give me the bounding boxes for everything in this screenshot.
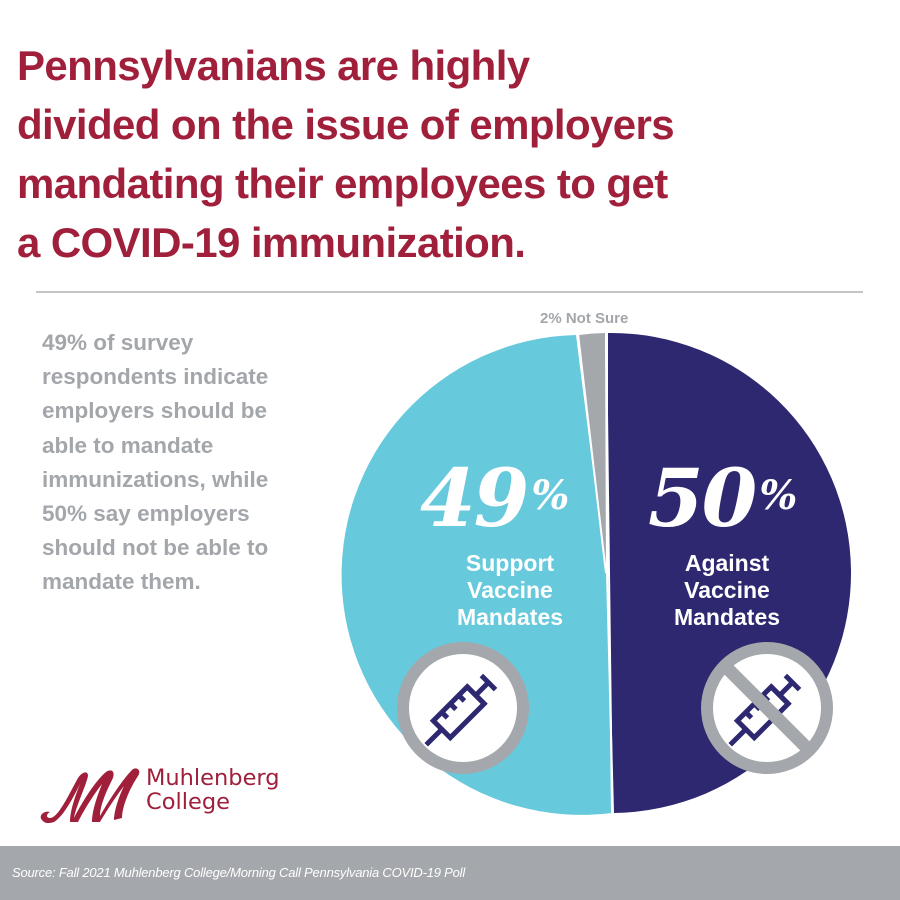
support-percent: 49% (420, 458, 569, 538)
script-m-icon (40, 768, 140, 824)
logo-line: College (146, 789, 230, 815)
summary-line: should not be able to (42, 535, 269, 561)
against-label-line: Vaccine (684, 577, 770, 603)
summary-line: 49% of survey (42, 330, 194, 355)
support-label-line: Support (465, 550, 555, 576)
support-number: 49 (420, 451, 529, 545)
against-number: 50 (648, 451, 757, 545)
summary-text: 49% of survey respondents indicate emplo… (42, 326, 342, 600)
against-percent: 50% (648, 458, 797, 538)
source-footer: Source: Fall 2021 Muhlenberg College/Mor… (0, 846, 900, 900)
headline-line: a COVID-19 immunization. (17, 219, 526, 266)
not-sure-label: 2% Not Sure (540, 310, 629, 327)
divider (36, 291, 863, 293)
summary-line: able to mandate (42, 432, 214, 458)
percent-sign: % (531, 472, 569, 519)
logo-line: Muhlenberg (146, 765, 280, 791)
summary-line: mandate them. (42, 569, 201, 595)
headline-line: mandating their employees to get (17, 160, 668, 207)
against-label-line: Mandates (673, 604, 781, 630)
percent-sign: % (759, 472, 797, 519)
support-label-line: Mandates (456, 604, 564, 630)
source-text: Source: Fall 2021 Muhlenberg College/Mor… (12, 865, 466, 880)
summary-line: respondents indicate (42, 364, 269, 390)
headline-line: Pennsylvanians are highly (17, 42, 530, 89)
muhlenberg-logo: Muhlenberg College (34, 766, 314, 826)
no-syringe-icon (701, 642, 833, 774)
syringe-icon (397, 642, 529, 774)
headline-line: divided on the issue of employers (17, 101, 675, 148)
against-label: Against Vaccine Mandates (627, 550, 827, 631)
support-label: Support Vaccine Mandates (410, 550, 610, 631)
support-label-line: Vaccine (467, 577, 553, 603)
summary-line: immunizations, while (42, 466, 269, 492)
summary-line: employers should be (42, 398, 268, 424)
headline: Pennsylvanians are highly divided on the… (17, 36, 857, 272)
logo-text: Muhlenberg College (146, 766, 280, 814)
against-label-line: Against (684, 550, 770, 576)
summary-line: 50% say employers (42, 501, 250, 527)
